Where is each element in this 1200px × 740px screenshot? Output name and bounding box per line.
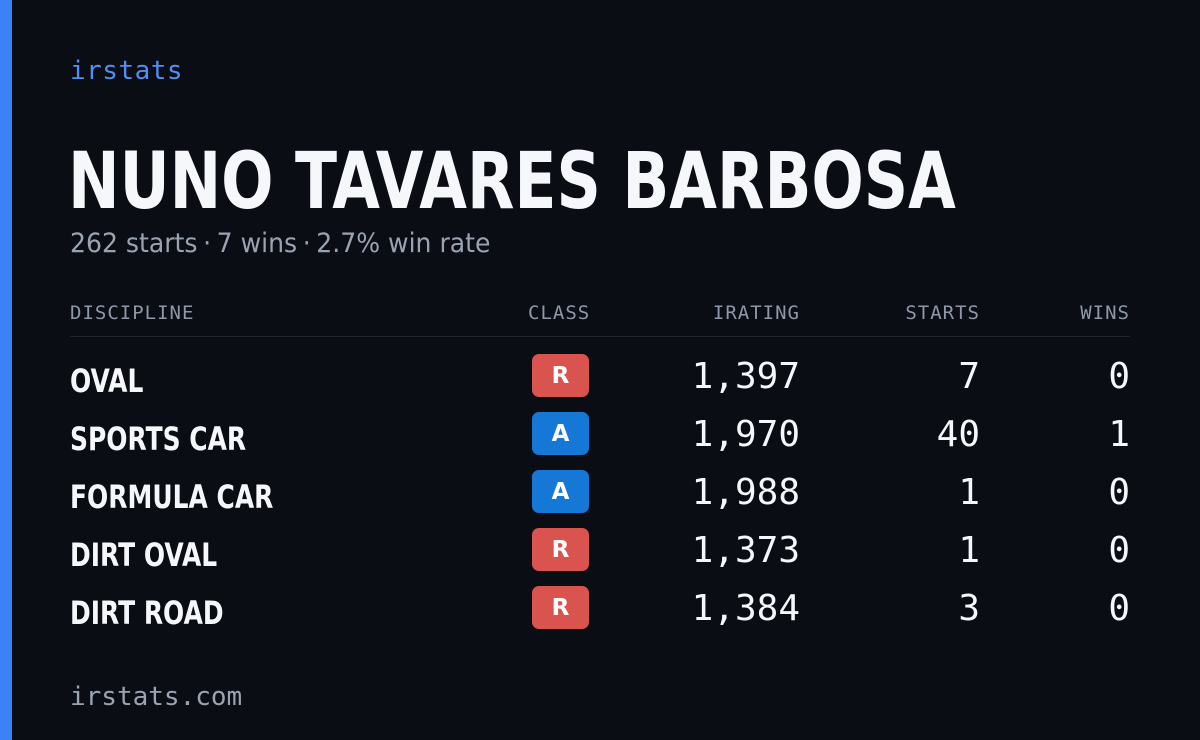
header-wins: WINS — [1080, 302, 1130, 324]
wins-value: 1 — [1108, 414, 1130, 455]
table-row: FORMULA CAR A 1,988 1 0 — [70, 470, 1130, 528]
starts-value: 7 — [958, 356, 980, 397]
table-row: DIRT OVAL R 1,373 1 0 — [70, 528, 1130, 586]
class-badge: A — [532, 470, 589, 513]
driver-name: NUNO TAVARES BARBOSA — [68, 137, 956, 227]
discipline-name: DIRT ROAD — [70, 594, 224, 632]
table-row: SPORTS CAR A 1,970 40 1 — [70, 412, 1130, 470]
starts-value: 40 — [936, 414, 980, 455]
header-starts: STARTS — [905, 302, 980, 324]
irating-value: 1,397 — [691, 356, 800, 397]
class-badge: R — [532, 586, 589, 629]
summary-separator: · — [302, 228, 311, 259]
header-irating: IRATING — [712, 302, 800, 324]
table-header: DISCIPLINE CLASS IRATING STARTS WINS — [70, 300, 1130, 337]
accent-bar — [0, 0, 12, 740]
class-badge: A — [532, 412, 589, 455]
irating-value: 1,988 — [691, 472, 800, 513]
wins-value: 0 — [1108, 588, 1130, 629]
irating-value: 1,384 — [691, 588, 800, 629]
summary-separator: · — [203, 228, 212, 259]
table-row: DIRT ROAD R 1,384 3 0 — [70, 586, 1130, 644]
discipline-name: OVAL — [70, 362, 144, 400]
table-row: OVAL R 1,397 7 0 — [70, 354, 1130, 412]
driver-summary: 262 starts · 7 wins · 2.7% win rate — [70, 228, 490, 259]
discipline-name: SPORTS CAR — [70, 420, 247, 458]
starts-summary: 262 starts — [70, 228, 198, 259]
wins-value: 0 — [1108, 472, 1130, 513]
starts-value: 1 — [958, 530, 980, 571]
class-badge: R — [532, 528, 589, 571]
win-rate-summary: 2.7% win rate — [316, 228, 491, 259]
irating-value: 1,373 — [691, 530, 800, 571]
discipline-name: DIRT OVAL — [70, 536, 218, 574]
header-discipline: DISCIPLINE — [70, 302, 195, 324]
discipline-name: FORMULA CAR — [70, 478, 274, 516]
irating-value: 1,970 — [691, 414, 800, 455]
wins-summary: 7 wins — [216, 228, 298, 259]
brand-logo: irstats — [70, 56, 184, 86]
wins-value: 0 — [1108, 530, 1130, 571]
starts-value: 1 — [958, 472, 980, 513]
footer-url: irstats.com — [70, 682, 243, 712]
class-badge: R — [532, 354, 589, 397]
wins-value: 0 — [1108, 356, 1130, 397]
header-class: CLASS — [528, 302, 591, 324]
starts-value: 3 — [958, 588, 980, 629]
